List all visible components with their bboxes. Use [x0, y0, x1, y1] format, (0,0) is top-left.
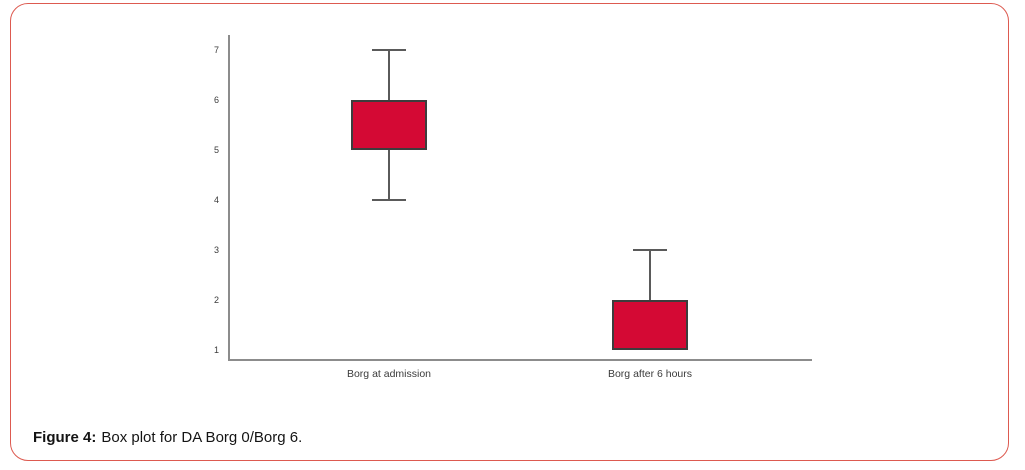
box-whisker-line — [388, 50, 390, 100]
y-tick-label: 2 — [213, 295, 219, 305]
x-axis-line — [228, 359, 812, 361]
figure-caption-text: Box plot for DA Borg 0/Borg 6. — [101, 429, 303, 446]
box-whisker-cap — [633, 249, 667, 251]
y-tick-label: 3 — [213, 245, 219, 255]
figure-caption: Figure 4: Box plot for DA Borg 0/Borg 6. — [33, 429, 302, 446]
y-tick-label: 5 — [213, 145, 219, 155]
box-whisker-line — [388, 150, 390, 200]
box — [612, 300, 688, 350]
y-tick-label: 7 — [213, 45, 219, 55]
y-tick-label: 6 — [213, 95, 219, 105]
box-whisker-cap — [372, 49, 406, 51]
figure-caption-label: Figure 4: — [33, 429, 97, 446]
y-tick-label: 1 — [213, 345, 219, 355]
box — [351, 100, 427, 150]
category-label: Borg after 6 hours — [607, 368, 693, 380]
y-tick-label: 4 — [213, 195, 219, 205]
figure-border — [10, 3, 1009, 461]
box-whisker-line — [649, 250, 651, 300]
category-label: Borg at admission — [346, 368, 432, 380]
box-whisker-cap — [372, 199, 406, 201]
y-axis-line — [228, 35, 230, 360]
